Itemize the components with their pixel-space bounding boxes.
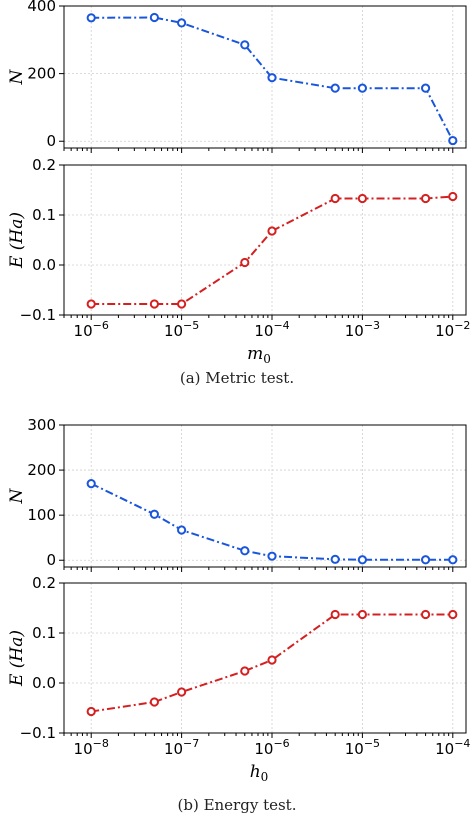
y-tick-label: −0.1 [20,306,56,324]
data-point [330,609,340,620]
x-tick-label: 10−4 [254,319,289,340]
x-tick-label: 10−6 [74,319,109,340]
data-point [86,479,96,489]
data-point [448,135,458,146]
data-point [177,525,187,535]
x-axis-label: h0 [250,762,269,784]
data-point [357,83,367,93]
data-point [448,191,458,202]
data-point [420,555,431,565]
y-axis-label: E (Ha) [7,630,27,687]
y-tick-label: 0 [46,551,56,569]
data-point [448,609,458,620]
axes-frame [63,582,467,734]
data-point [330,83,340,93]
data-point [240,40,250,50]
data-point [357,555,367,565]
axes-frame [63,424,467,568]
y-axis-label: N [7,487,27,504]
y-tick-label: 200 [27,461,56,479]
data-point [267,73,277,83]
x-axis-label: m0 [247,344,271,366]
data-point [149,12,159,23]
data-point [86,299,96,309]
data-point [420,609,431,620]
data-point [149,697,159,707]
x-tick-label: 10−7 [164,737,199,758]
data-point [86,13,96,23]
y-tick-label: 0 [46,132,56,150]
data-point [149,299,159,309]
y-tick-label: −0.1 [20,724,56,742]
x-tick-label: 10−6 [254,737,289,758]
series-line [91,195,453,305]
axes-frame [63,164,467,316]
data-point [448,555,458,565]
y-tick-label: 400 [27,0,56,15]
data-point [330,554,340,564]
panel-a-top-N: 0 200 400 N [7,0,467,153]
data-point [149,509,159,519]
data-point [267,226,277,236]
data-point [177,687,187,697]
data-point [357,609,367,620]
x-tick-label: 10−3 [345,319,380,340]
data-point [267,655,277,665]
y-tick-label: 0.0 [32,256,56,274]
data-point [240,257,250,268]
y-tick-label: 0.1 [32,206,56,224]
y-tick-label: 100 [27,506,56,524]
x-tick-label: 10−5 [345,737,380,758]
data-point [420,83,431,93]
data-point [240,546,250,556]
x-tick-label: 10−4 [435,737,470,758]
panel-a-bottom-E: −0.1 0.0 0.1 0.2 E (Ha) 10−6 10−5 10−4 10−3 10−2 m… [7,156,470,366]
y-tick-label: 0.1 [32,624,56,642]
data-point [357,193,367,204]
data-point [177,18,187,28]
y-tick-label: 0.0 [32,674,56,692]
caption-a: (a) Metric test. [180,369,294,387]
data-point [330,193,340,204]
panel-b-bottom-E: −0.1 0.0 0.1 0.2 E (Ha) 10−8 10−7 10−6 10−5 10−4 h… [7,574,470,784]
axes-frame [63,5,467,149]
data-point [240,666,250,676]
x-tick-label: 10−5 [164,319,199,340]
y-tick-label: 200 [27,65,56,83]
caption-b: (b) Energy test. [178,796,297,814]
panel-b-top-N: 0 100 200 300 N [7,416,467,572]
y-axis-label: E (Ha) [7,212,27,269]
y-tick-label: 0.2 [32,574,56,592]
y-tick-label: 0.2 [32,156,56,174]
data-point [86,706,96,717]
y-tick-label: 300 [27,416,56,434]
data-point [267,551,277,561]
data-point [420,193,431,204]
y-axis-label: N [7,68,27,85]
x-tick-label: 10−8 [74,737,109,758]
x-tick-label: 10−2 [435,319,470,340]
data-point [177,299,187,309]
